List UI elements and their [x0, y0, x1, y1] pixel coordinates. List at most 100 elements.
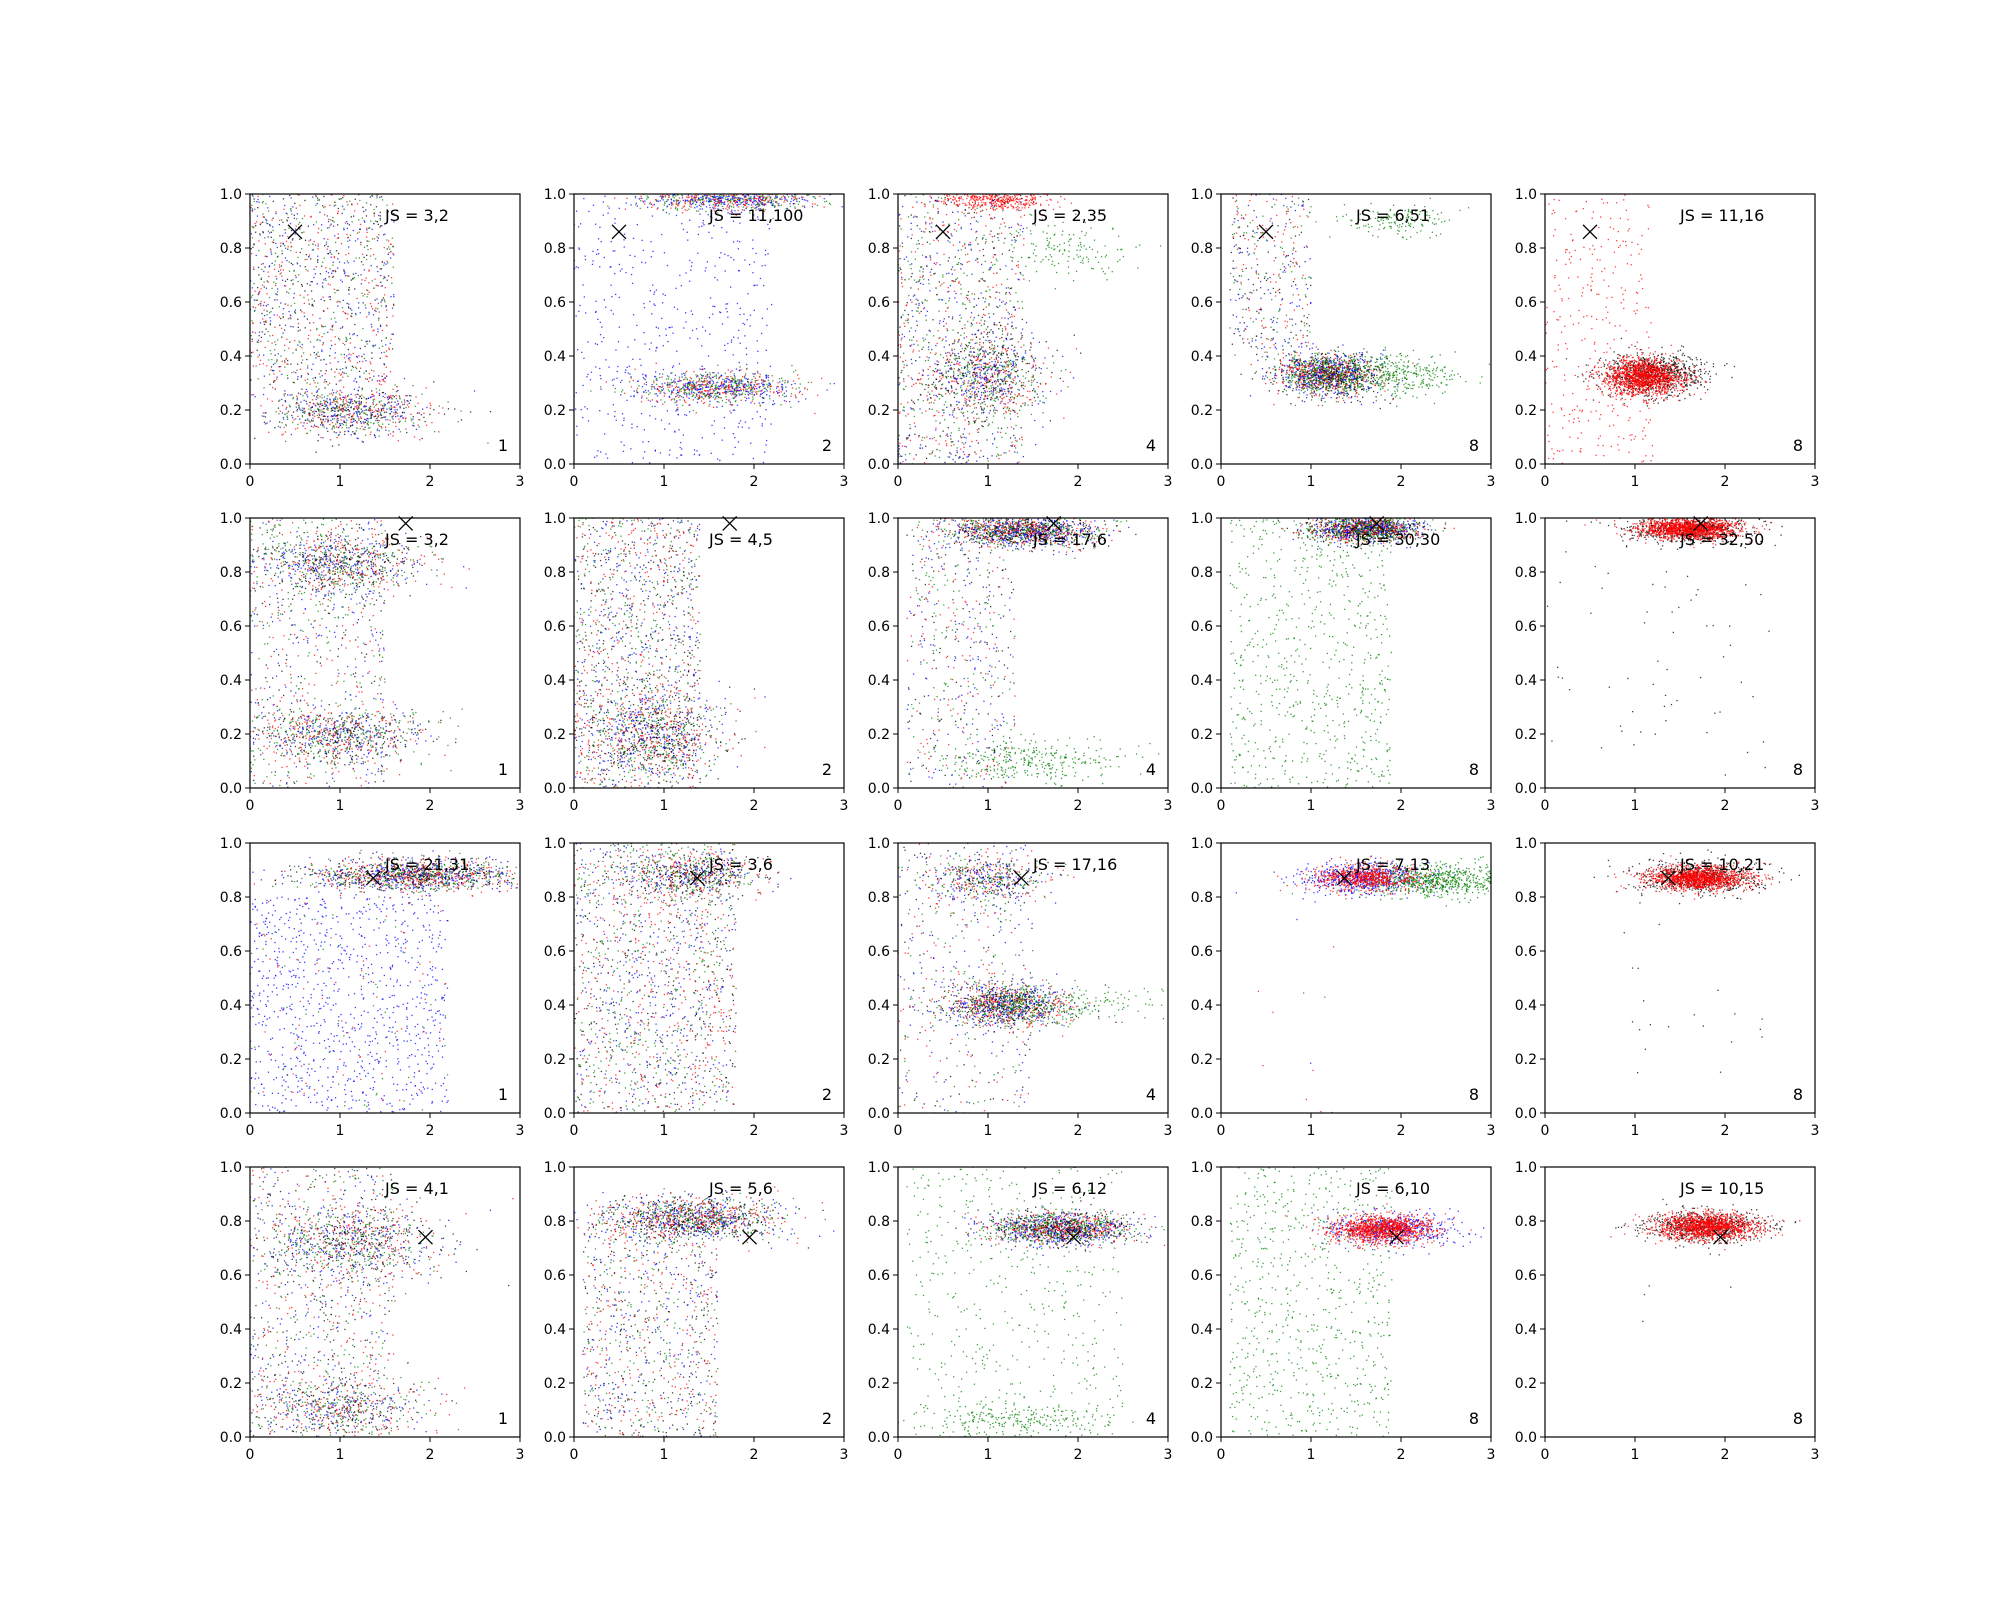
scatter-point — [290, 208, 292, 210]
scatter-point — [299, 341, 301, 344]
scatter-point — [354, 406, 356, 408]
scatter-point — [668, 326, 670, 329]
scatter-point — [694, 207, 696, 209]
scatter-point — [965, 403, 967, 405]
scatter-point — [299, 418, 301, 420]
scatter-point — [314, 425, 316, 428]
scatter-point — [383, 299, 386, 301]
scatter-point — [991, 373, 993, 375]
scatter-point — [323, 411, 325, 414]
scatter-point — [1063, 417, 1065, 419]
scatter-point — [365, 370, 367, 372]
scatter-point — [317, 355, 319, 357]
scatter-point — [702, 381, 705, 383]
scatter-point — [392, 395, 394, 397]
scatter-point — [367, 293, 369, 295]
scatter-point — [772, 204, 774, 207]
scatter-point — [707, 355, 710, 357]
scatter-point — [682, 383, 685, 385]
scatter-point — [290, 197, 292, 199]
scatter-point — [997, 379, 999, 381]
scatter-point — [390, 243, 392, 245]
scatter-point — [696, 450, 698, 452]
scatter-point — [749, 393, 751, 395]
scatter-point — [1038, 367, 1040, 369]
scatter-point — [269, 383, 271, 386]
scatter-point — [331, 194, 333, 196]
scatter-point — [970, 384, 972, 386]
scatter-point — [778, 395, 780, 397]
scatter-point — [358, 407, 360, 409]
scatter-point — [746, 363, 748, 366]
scatter-point — [767, 384, 769, 386]
scatter-point — [288, 227, 290, 229]
scatter-point — [706, 383, 708, 385]
scatter-point — [331, 253, 333, 255]
scatter-point — [277, 407, 280, 409]
scatter-point — [777, 382, 779, 384]
scatter-point — [990, 385, 992, 387]
scatter-point — [337, 258, 339, 260]
scatter-point — [777, 386, 779, 388]
scatter-point — [752, 398, 754, 400]
scatter-point — [737, 337, 739, 339]
scatter-point — [334, 415, 336, 417]
scatter-point — [993, 351, 995, 353]
scatter-point — [945, 389, 948, 391]
scatter-point — [679, 274, 681, 277]
scatter-point — [321, 394, 323, 396]
scatter-point — [703, 203, 705, 205]
scatter-point — [791, 195, 793, 197]
scatter-point — [734, 446, 736, 448]
scatter-point — [673, 380, 675, 382]
scatter-point — [770, 201, 773, 203]
scatter-point — [728, 195, 730, 197]
scatter-point — [327, 419, 329, 422]
scatter-point — [292, 238, 294, 240]
scatter-point — [785, 386, 787, 388]
scatter-point — [774, 206, 776, 208]
scatter-point — [952, 370, 955, 373]
scatter-point — [768, 382, 770, 384]
scatter-point — [287, 394, 289, 396]
scatter-point — [374, 258, 377, 260]
scatter-point — [387, 402, 389, 404]
scatter-point — [795, 397, 797, 399]
scatter-point — [686, 394, 688, 396]
scatter-point — [744, 259, 746, 261]
scatter-point — [719, 397, 721, 399]
scatter-point — [709, 372, 711, 374]
scatter-point — [743, 195, 745, 197]
scatter-point — [251, 287, 253, 289]
scatter-point — [928, 342, 930, 344]
scatter-point — [342, 410, 344, 412]
scatter-point — [363, 412, 365, 414]
scatter-point — [755, 385, 757, 388]
scatter-point — [637, 392, 639, 394]
scatter-point — [686, 393, 688, 395]
scatter-point — [348, 333, 351, 335]
scatter-point — [727, 255, 729, 257]
scatter-point — [309, 383, 311, 385]
scatter-point — [318, 227, 320, 230]
scatter-point — [651, 388, 653, 390]
scatter-point — [284, 204, 286, 207]
scatter-point — [360, 401, 362, 403]
scatter-point — [993, 381, 996, 383]
scatter-point — [945, 362, 948, 364]
scatter-point — [607, 205, 609, 207]
scatter-point — [955, 378, 957, 380]
scatter-point — [348, 410, 350, 412]
scatter-point — [720, 201, 722, 204]
scatter-point — [339, 397, 341, 400]
scatter-point — [407, 400, 409, 402]
scatter-point — [990, 397, 992, 399]
scatter-point — [651, 313, 653, 315]
scatter-point — [278, 400, 280, 402]
scatter-point — [714, 205, 716, 207]
scatter-point — [1006, 353, 1008, 355]
scatter-point — [955, 388, 957, 390]
scatter-point — [304, 239, 307, 241]
scatter-point — [383, 264, 385, 266]
scatter-point — [712, 372, 714, 374]
